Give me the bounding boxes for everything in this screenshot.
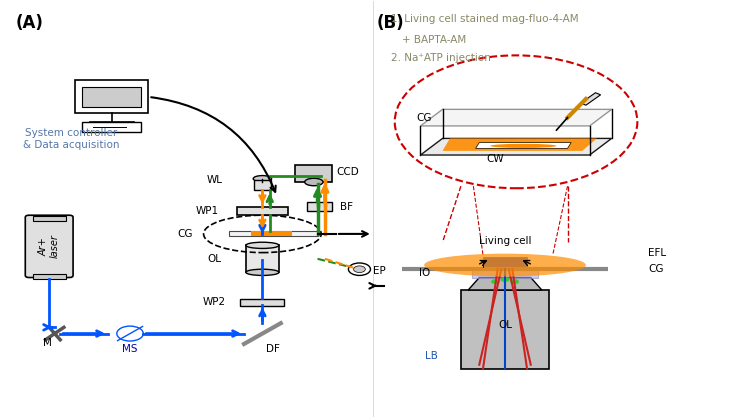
Bar [246,245,279,272]
Text: (B): (B) [376,14,404,32]
Polygon shape [421,110,612,126]
Bar [483,257,527,269]
Text: T: T [480,261,486,270]
Text: 1. Living cell stained mag-fluo-4-AM: 1. Living cell stained mag-fluo-4-AM [391,14,579,24]
FancyBboxPatch shape [25,215,73,278]
Text: IO: IO [418,268,430,278]
Circle shape [354,266,365,273]
Text: CCD: CCD [336,167,359,177]
Ellipse shape [253,176,272,182]
Text: (A): (A) [16,14,44,32]
Bar [306,202,332,211]
Text: WL: WL [207,175,223,185]
Text: LB: LB [425,352,438,362]
Text: + BAPTA-AM: + BAPTA-AM [402,35,466,45]
Text: DF: DF [266,344,280,354]
Text: EFL: EFL [649,247,666,257]
Circle shape [510,279,519,284]
Text: MS: MS [123,344,138,354]
Ellipse shape [246,242,279,248]
Circle shape [491,279,500,284]
Ellipse shape [246,269,279,275]
Circle shape [117,326,143,341]
Circle shape [500,277,509,282]
Text: BF: BF [339,202,353,212]
Polygon shape [581,93,601,105]
Text: CW: CW [486,154,504,164]
Polygon shape [421,138,612,155]
Text: OL: OL [207,254,221,264]
Text: WP1: WP1 [196,206,218,216]
Ellipse shape [490,144,556,148]
Polygon shape [443,138,597,151]
Bar [241,299,284,306]
Ellipse shape [424,254,586,276]
Text: WP2: WP2 [203,298,226,307]
Bar [230,232,317,237]
Bar [75,80,148,114]
Bar [461,290,549,369]
Bar [254,180,272,190]
Bar [32,274,66,279]
Bar [237,207,288,215]
Text: CG: CG [177,229,193,239]
Bar [82,87,141,107]
Bar [32,217,66,222]
Text: Living cell: Living cell [479,236,531,246]
Text: EP: EP [373,266,385,276]
Polygon shape [475,143,571,148]
Text: Ar+
laser: Ar+ laser [38,234,60,258]
Bar [472,269,538,278]
Text: 2. Na⁺ATP injection: 2. Na⁺ATP injection [391,53,491,63]
Polygon shape [468,278,542,290]
Bar [295,166,332,182]
Bar [82,122,141,132]
Text: CG: CG [417,113,432,122]
Ellipse shape [305,178,323,186]
Text: System controller
& Data acquisition: System controller & Data acquisition [23,128,120,150]
Text: CG: CG [649,264,664,274]
Text: OL: OL [498,320,512,330]
Bar [252,232,292,236]
Text: M: M [43,338,52,348]
Circle shape [348,263,370,275]
